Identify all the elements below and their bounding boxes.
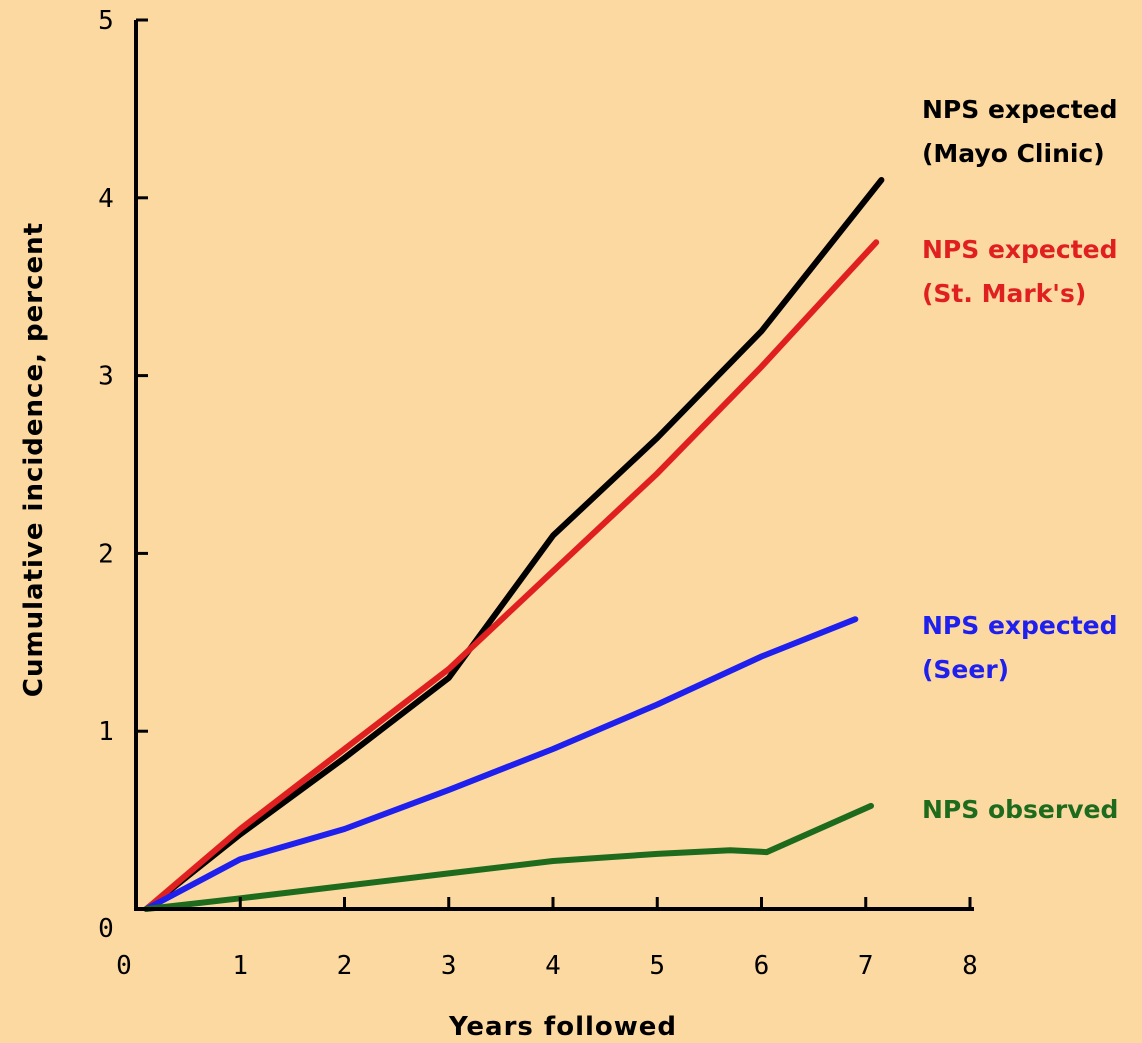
legend-label: (Seer): [922, 655, 1009, 684]
series-line-0: [143, 177, 885, 912]
legend: NPS expected (Mayo Clinic) NPS expected (St…: [922, 95, 1118, 824]
y-tick-label: 5: [98, 6, 114, 36]
legend-label: NPS expected: [922, 235, 1118, 264]
legend-entry: NPS observed: [922, 795, 1118, 824]
legend-entry: NPS expected (St. Mark's): [922, 235, 1118, 308]
legend-label: NPS observed: [922, 795, 1118, 824]
legend-entry: NPS expected (Seer): [922, 611, 1118, 684]
x-axis-title: Years followed: [448, 1012, 677, 1042]
series-lines: [143, 177, 885, 912]
axes: [134, 20, 974, 911]
legend-label: NPS expected: [922, 95, 1118, 124]
series-line-3: [143, 802, 874, 912]
y-tick-label: 2: [98, 539, 114, 569]
x-tick-label: 6: [754, 951, 770, 981]
y-tick-label: 1: [98, 717, 114, 747]
x-tick-label: 0: [116, 951, 132, 981]
tick-labels: 0 1 2 3 4 5 6 7 8 0 1 2 3 4 5: [98, 6, 978, 981]
legend-label: (St. Mark's): [922, 279, 1086, 308]
series-line-1: [143, 239, 880, 912]
legend-entry: NPS expected (Mayo Clinic): [922, 95, 1118, 168]
x-tick-label: 7: [858, 951, 874, 981]
y-axis-title: Cumulative incidence, percent: [19, 222, 49, 697]
legend-label: (Mayo Clinic): [922, 139, 1105, 168]
x-tick-label: 5: [649, 951, 665, 981]
y-tick-label: 3: [98, 362, 114, 392]
legend-label: NPS expected: [922, 611, 1118, 640]
y-tick-label: 4: [98, 184, 114, 214]
x-tick-label: 1: [232, 951, 248, 981]
series-line-2: [143, 616, 859, 912]
y-tick-label: 0: [98, 914, 114, 944]
x-tick-label: 3: [441, 951, 457, 981]
x-tick-label: 2: [337, 951, 353, 981]
x-tick-label: 8: [962, 951, 978, 981]
x-tick-label: 4: [545, 951, 561, 981]
